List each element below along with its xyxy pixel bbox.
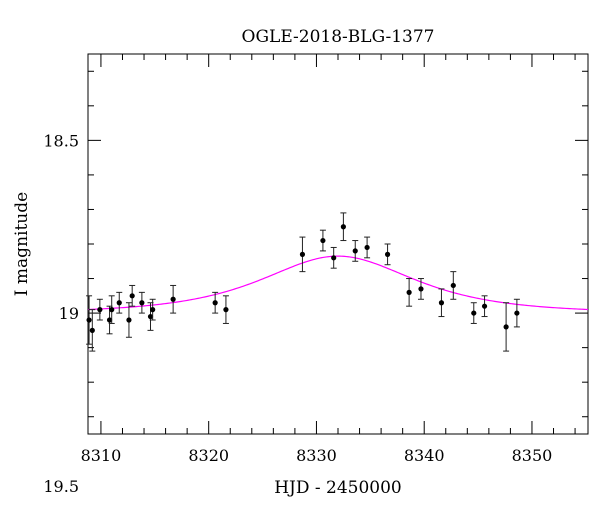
data-point (514, 310, 520, 316)
x-tick-label: 8310 (81, 446, 122, 465)
data-point (89, 327, 95, 333)
data-point (481, 303, 488, 309)
x-tick-label: 8350 (512, 446, 553, 465)
x-axis-label: HJD - 2450000 (274, 478, 402, 498)
data-point (450, 282, 456, 289)
axis-ticks (88, 54, 588, 434)
data-point (364, 244, 370, 251)
data-point (418, 286, 424, 292)
data-point (471, 310, 477, 316)
data-point (503, 324, 509, 330)
y-tick-label: 19.5 (43, 477, 79, 496)
data-point (352, 248, 358, 254)
chart-title: OGLE-2018-BLG-1377 (242, 27, 435, 47)
data-point (97, 307, 103, 313)
data-point (86, 317, 92, 323)
data-point (109, 307, 115, 313)
x-tick-label: 8340 (404, 446, 445, 465)
data-point (223, 307, 229, 313)
data-point (320, 237, 326, 244)
data-point (139, 300, 145, 306)
data-point (406, 289, 412, 295)
data-point (106, 317, 113, 323)
y-axis-label: I magnitude (12, 192, 32, 296)
model-curve (87, 255, 589, 311)
data-point (170, 296, 176, 302)
plot-frame (87, 53, 589, 435)
data-point (212, 300, 218, 306)
data-point (147, 313, 154, 320)
data-point (331, 255, 337, 261)
x-tick-label: 8330 (296, 446, 337, 465)
axis-tick-labels: 8310 8320 8330 8340 8350 18.5 19 19.5 (43, 131, 552, 495)
data-point (150, 307, 156, 313)
data-point (340, 224, 346, 230)
data-point (438, 300, 445, 306)
y-tick-label: 18.5 (43, 131, 79, 150)
data-point (126, 317, 132, 323)
data-point (129, 293, 135, 299)
data-point (299, 251, 306, 257)
x-tick-label: 8320 (188, 446, 229, 465)
data-points (86, 212, 520, 352)
data-point (384, 251, 391, 257)
y-tick-label: 19 (59, 304, 79, 323)
data-point (116, 300, 122, 306)
